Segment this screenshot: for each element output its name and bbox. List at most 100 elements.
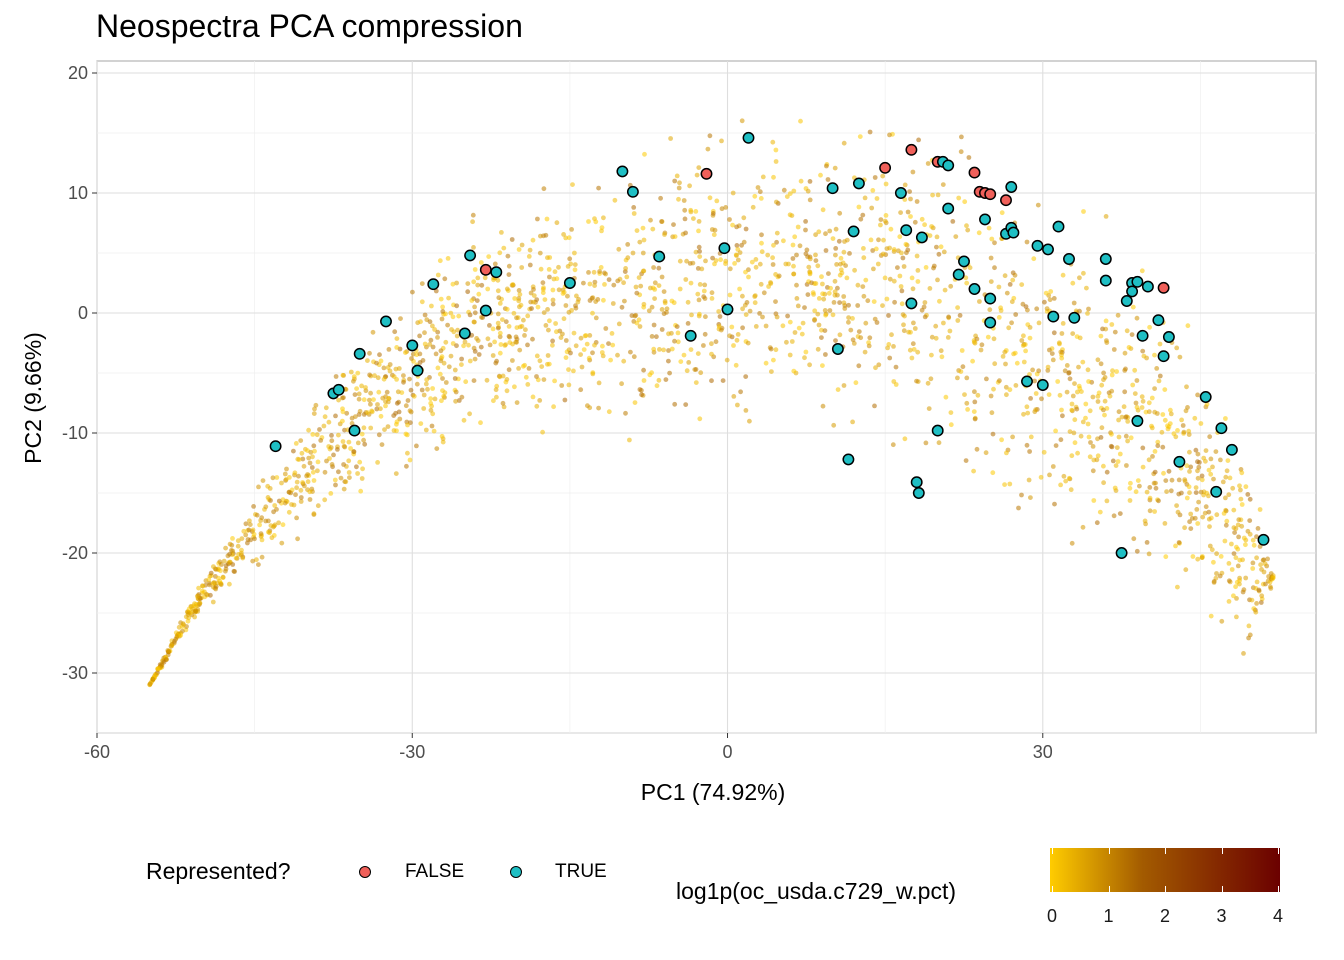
cloud-point [465, 281, 471, 286]
cloud-point [1195, 459, 1200, 465]
cloud-point [410, 289, 415, 295]
point-true [842, 453, 855, 466]
point-true [406, 339, 419, 352]
cloud-point [891, 278, 897, 284]
cloud-point [1027, 335, 1033, 341]
cloud-point [563, 338, 569, 343]
cloud-point [1207, 434, 1213, 440]
cloud-point [902, 436, 908, 442]
point-true [1210, 485, 1223, 498]
x-axis-ticks: -60 -30 0 30 [84, 733, 1053, 762]
point-true [626, 185, 639, 198]
cloud-point [423, 381, 429, 387]
cloud-point [478, 260, 484, 265]
cloud-point [355, 370, 361, 376]
cloud-point [472, 267, 478, 272]
cloud-point [1095, 453, 1101, 459]
cloud-point [432, 396, 438, 402]
cloud-point [1173, 543, 1178, 549]
cloud-point [872, 316, 878, 322]
point-false [700, 167, 713, 180]
cloud-point [1006, 325, 1012, 331]
cloud-point [590, 371, 596, 377]
cloud-point [936, 440, 942, 446]
cloud-point [846, 319, 851, 325]
cloud-point [280, 497, 286, 502]
cloud-point [872, 403, 877, 409]
cloud-point [1032, 378, 1037, 384]
cloud-point [1077, 335, 1083, 341]
cloud-point [495, 311, 501, 317]
cloud-point [251, 504, 256, 509]
cloud-point [899, 301, 905, 307]
cloud-point [651, 346, 657, 352]
cloud-point [1211, 559, 1216, 565]
cloud-point [1077, 308, 1082, 314]
cloud-point [1184, 463, 1190, 469]
cloud-point [289, 502, 294, 507]
cloud-point [259, 537, 265, 543]
cloud-point [986, 225, 992, 231]
cloud-point [695, 266, 701, 271]
cloud-point [870, 248, 876, 253]
cloud-point [1247, 531, 1253, 537]
cloud-point [541, 377, 547, 382]
cloud-point [1028, 434, 1034, 440]
cloud-point [1104, 469, 1110, 475]
cloud-point [1258, 600, 1264, 605]
cloud-point [656, 377, 662, 383]
point-true [910, 476, 923, 489]
cloud-point [254, 557, 259, 563]
cloud-point [1195, 475, 1201, 481]
cloud-point [1182, 478, 1188, 484]
cloud-point [294, 515, 299, 521]
cloud-point [1125, 419, 1131, 424]
cloud-point [709, 378, 714, 384]
cloud-point [454, 303, 460, 309]
cloud-point [545, 307, 550, 312]
cloud-point [361, 425, 367, 431]
cloud-point [227, 541, 233, 547]
cloud-point [1132, 391, 1138, 396]
cloud-point [527, 262, 533, 268]
cloud-point [1080, 419, 1086, 425]
cloud-point [841, 300, 847, 306]
cloud-point [466, 342, 471, 348]
cloud-point [279, 540, 285, 546]
cloud-point [1249, 597, 1255, 603]
cloud-point [753, 324, 759, 329]
cloud-point [514, 339, 519, 345]
cloud-point [1086, 434, 1092, 440]
point-false [1000, 194, 1012, 207]
cloud-point [964, 375, 970, 381]
point-false [984, 188, 997, 201]
cloud-point [566, 309, 572, 315]
cloud-point [419, 387, 425, 393]
cloud-point [298, 499, 304, 504]
cloud-point [1057, 392, 1063, 398]
cloud-point [641, 301, 647, 307]
cloud-point [1134, 404, 1140, 410]
cloud-point [631, 354, 637, 360]
point-true [464, 249, 477, 262]
y-tick-label: 10 [68, 183, 88, 203]
cloud-point [552, 378, 557, 384]
cloud-point [563, 235, 569, 241]
cloud-point [1199, 555, 1205, 560]
cloud-point [674, 173, 680, 179]
cloud-point [816, 229, 822, 235]
cloud-point [349, 421, 355, 426]
point-true [479, 304, 492, 317]
cloud-point [317, 427, 322, 432]
cloud-point [1019, 492, 1024, 498]
cloud-point [311, 411, 317, 416]
cloud-point [1090, 444, 1096, 449]
cloud-point [1052, 501, 1057, 507]
point-true [942, 202, 955, 215]
cloud-point [835, 387, 841, 392]
y-tick-label: 20 [68, 63, 88, 83]
cloud-point [842, 306, 848, 311]
cloud-point [1144, 540, 1150, 545]
cloud-point [682, 207, 688, 213]
cloud-point [1134, 378, 1140, 383]
